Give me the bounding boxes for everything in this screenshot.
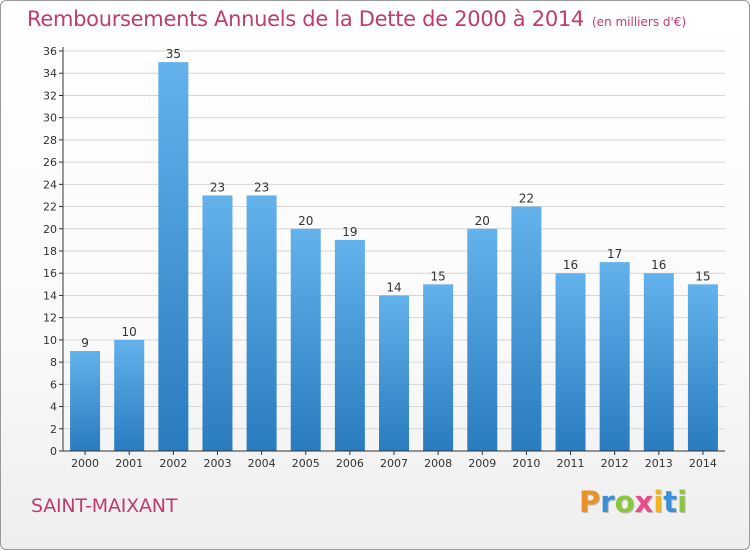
logo-letter: i [677, 485, 688, 519]
x-tick-label: 2006 [336, 457, 364, 470]
y-tick-label: 18 [43, 245, 57, 258]
y-tick-label: 4 [50, 401, 57, 414]
bar-value-label: 9 [81, 336, 89, 350]
bar-2009 [467, 228, 498, 451]
bar-value-label: 15 [430, 269, 445, 283]
bar-2001 [114, 339, 145, 451]
y-tick-label: 28 [43, 134, 57, 147]
bar-value-label: 23 [254, 180, 269, 194]
proxiti-logo: Proxiti [579, 485, 687, 519]
bar-2007 [379, 295, 409, 451]
bar-value-label: 35 [166, 47, 181, 61]
x-tick-label: 2001 [115, 457, 143, 470]
bar-2014 [687, 284, 718, 451]
x-tick-label: 2013 [645, 457, 673, 470]
x-tick-label: 2002 [159, 457, 187, 470]
bar-2000 [70, 351, 101, 451]
logo-letter: r [600, 485, 615, 519]
bar-value-label: 22 [519, 192, 534, 206]
y-tick-label: 34 [43, 67, 57, 80]
logo-letter: i [653, 485, 664, 519]
bars: 9 10 35 23 23 20 19 14 15 20 22 16 17 16 15 [70, 47, 718, 451]
y-tick-label: 24 [43, 178, 57, 191]
y-tick-label: 2 [50, 423, 57, 436]
x-tick-label: 2010 [512, 457, 540, 470]
bar-value-label: 20 [298, 214, 313, 228]
bar-2003 [202, 195, 233, 451]
bar-value-label: 20 [475, 214, 490, 228]
y-tick-label: 36 [43, 45, 57, 58]
bar-2013 [643, 273, 674, 451]
bar-value-label: 14 [386, 280, 401, 294]
logo-letter: x [634, 485, 654, 519]
bar-value-label: 10 [122, 325, 137, 339]
y-tick-label: 26 [43, 156, 57, 169]
bar-2012 [599, 262, 630, 451]
bar-2011 [555, 273, 586, 451]
bar-value-label: 15 [695, 269, 710, 283]
x-tick-label: 2012 [601, 457, 629, 470]
town-name: SAINT-MAIXANT [31, 495, 178, 517]
x-tick-label: 2007 [380, 457, 408, 470]
bar-2008 [423, 284, 454, 451]
bar-2010 [511, 206, 542, 451]
x-tick-label: 2009 [468, 457, 496, 470]
bar-2002 [158, 62, 189, 451]
chart-title: Remboursements Annuels de la Dette de 20… [27, 7, 686, 31]
logo-letter: t [663, 485, 678, 519]
chart-title-text: Remboursements Annuels de la Dette de 20… [27, 7, 584, 31]
bar-value-label: 17 [607, 247, 622, 261]
y-tick-label: 16 [43, 267, 57, 280]
bar-2005 [290, 228, 321, 451]
x-tick-label: 2014 [689, 457, 717, 470]
y-tick-label: 22 [43, 201, 57, 214]
bar-value-label: 16 [563, 258, 578, 272]
y-tick-label: 0 [50, 445, 57, 458]
y-tick-label: 10 [43, 334, 57, 347]
bar-2006 [334, 239, 365, 451]
logo-letter: P [579, 485, 601, 519]
x-tick-label: 2003 [203, 457, 231, 470]
y-tick-label: 14 [43, 289, 57, 302]
y-tick-label: 30 [43, 112, 57, 125]
y-tick-label: 8 [50, 356, 57, 369]
x-tick-label: 2011 [557, 457, 585, 470]
x-tick-label: 2004 [248, 457, 276, 470]
y-tick-label: 12 [43, 312, 57, 325]
logo-letter: o [614, 485, 635, 519]
bar-value-label: 16 [651, 258, 666, 272]
bar-2004 [246, 195, 277, 451]
bar-value-label: 23 [210, 180, 225, 194]
bar-value-label: 19 [342, 225, 357, 239]
y-tick-label: 32 [43, 89, 57, 102]
y-tick-label: 20 [43, 223, 57, 236]
x-tick-label: 2000 [71, 457, 99, 470]
x-tick-label: 2008 [424, 457, 452, 470]
chart-unit: (en milliers d'€) [592, 15, 687, 29]
y-tick-label: 6 [50, 378, 57, 391]
x-tick-label: 2005 [292, 457, 320, 470]
